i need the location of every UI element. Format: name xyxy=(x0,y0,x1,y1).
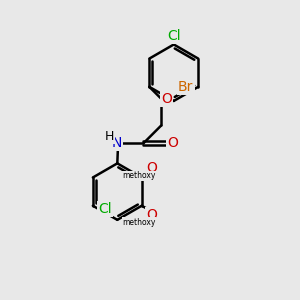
Text: N: N xyxy=(111,136,122,150)
Text: Cl: Cl xyxy=(98,202,112,216)
Text: H: H xyxy=(104,130,114,143)
Text: methoxy: methoxy xyxy=(122,218,155,227)
Text: O: O xyxy=(146,208,157,222)
Text: Cl: Cl xyxy=(167,29,181,43)
Text: O: O xyxy=(161,92,172,106)
Text: Br: Br xyxy=(178,80,194,94)
Text: methoxy: methoxy xyxy=(122,171,155,180)
Text: O: O xyxy=(146,161,157,175)
Text: O: O xyxy=(167,136,178,150)
